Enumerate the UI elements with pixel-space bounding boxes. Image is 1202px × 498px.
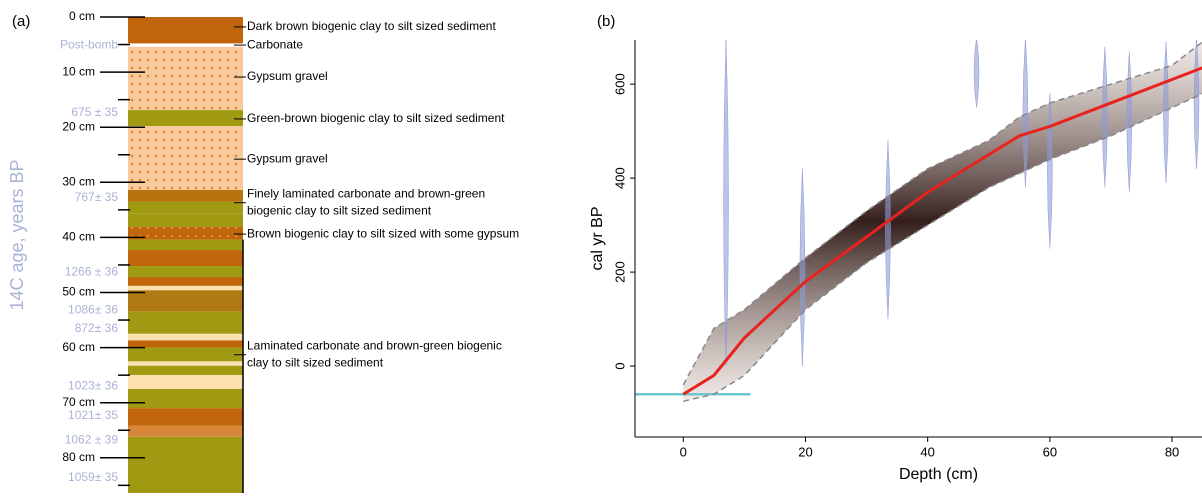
date-distribution xyxy=(885,140,891,320)
x-axis-title: Depth (cm) xyxy=(899,466,978,483)
layer xyxy=(128,388,243,409)
layer xyxy=(128,290,243,312)
layer xyxy=(128,375,243,389)
age-label: Post-bomb xyxy=(60,37,118,51)
depth-label: 70 cm xyxy=(62,395,95,409)
x-tick-label: 40 xyxy=(920,444,934,459)
description: Gypsum gravel xyxy=(247,151,328,165)
layer-pattern xyxy=(128,226,243,240)
y-tick-label: 400 xyxy=(612,167,627,189)
layer xyxy=(128,347,243,362)
date-distribution xyxy=(1102,46,1108,188)
depth-label: 0 cm xyxy=(69,9,95,23)
depth-label: 40 cm xyxy=(62,230,95,244)
layer xyxy=(128,311,243,334)
panel-label: (b) xyxy=(597,13,615,30)
layer xyxy=(128,266,243,278)
layer xyxy=(128,425,243,437)
age-label: 1023± 36 xyxy=(68,378,118,392)
y-axis-title: cal yr BP xyxy=(589,206,606,270)
bound-line xyxy=(682,41,1202,386)
x-tick-label: 60 xyxy=(1043,444,1057,459)
y-tick-label: 200 xyxy=(612,261,627,283)
age-label: 675 ± 35 xyxy=(71,105,118,119)
layer xyxy=(128,43,243,47)
uncertainty-band xyxy=(683,42,1202,402)
description: Brown biogenic clay to silt sized with s… xyxy=(247,226,519,240)
panel-label: (a) xyxy=(12,13,30,30)
depth-label: 30 cm xyxy=(62,174,95,188)
depth-label: 60 cm xyxy=(62,340,95,354)
date-distribution xyxy=(973,40,980,108)
date-distribution xyxy=(723,40,729,367)
description: Gypsum gravel xyxy=(247,69,328,83)
layer-pattern xyxy=(128,46,243,111)
bound-line xyxy=(683,93,1202,403)
stratigraphy-panel: 0 cm 10 cm 20 cm 30 cm 40 cm 50 cm 60 cm 70 cm 8… xyxy=(60,9,519,494)
depth-label: 50 cm xyxy=(62,285,95,299)
layer xyxy=(128,277,243,286)
description: biogenic clay to silt sized sediment xyxy=(247,203,432,217)
layer xyxy=(128,239,243,251)
x-tick-label: 20 xyxy=(798,444,812,459)
date-distribution xyxy=(1163,41,1169,183)
y-tick-label: 0 xyxy=(612,362,627,369)
layer xyxy=(128,17,243,44)
layer xyxy=(128,333,243,341)
layer xyxy=(128,190,243,202)
description: Carbonate xyxy=(247,37,303,51)
description: Dark brown biogenic clay to silt sized s… xyxy=(247,19,496,33)
date-distribution xyxy=(799,168,806,367)
description: Laminated carbonate and brown-green biog… xyxy=(247,338,502,352)
x-tick-label: 0 xyxy=(680,444,687,459)
layer xyxy=(128,213,243,227)
layer xyxy=(128,436,243,494)
date-distribution xyxy=(1047,93,1053,249)
depth-label: 20 cm xyxy=(62,119,95,133)
layer-pattern xyxy=(128,126,243,191)
layer xyxy=(128,408,243,426)
layer xyxy=(128,285,243,291)
mean-line xyxy=(682,66,1202,396)
y-tick-label: 600 xyxy=(612,73,627,95)
age-label: 872± 36 xyxy=(75,321,119,335)
age-label: 1021± 35 xyxy=(68,408,118,422)
date-distribution xyxy=(1126,51,1133,193)
layer xyxy=(128,340,243,348)
description: Finely laminated carbonate and brown-gre… xyxy=(247,186,485,200)
chart-panel: 0 20 40 60 80 0 200 400 600 Depth (cm) cal yr BP xyxy=(589,40,1202,483)
layer xyxy=(128,361,243,366)
layer xyxy=(128,250,243,267)
description: clay to silt sized sediment xyxy=(247,355,384,369)
age-label: 767± 35 xyxy=(75,190,119,204)
depth-label: 80 cm xyxy=(62,450,95,464)
x-tick-label: 80 xyxy=(1165,444,1179,459)
layer xyxy=(128,110,243,127)
age-label: 1086± 36 xyxy=(68,302,118,316)
age-label: 1266 ± 36 xyxy=(65,264,119,278)
age-label: 1059± 35 xyxy=(68,470,118,484)
layer xyxy=(128,201,243,214)
age-label: 1062 ± 39 xyxy=(65,432,119,446)
date-distribution xyxy=(1193,40,1200,169)
depth-label: 10 cm xyxy=(62,64,95,78)
plot-area xyxy=(635,40,1202,403)
description: Green-brown biogenic clay to silt sized … xyxy=(247,111,505,125)
layer xyxy=(128,365,243,376)
axis-title: 14C age, years BP xyxy=(7,159,27,310)
